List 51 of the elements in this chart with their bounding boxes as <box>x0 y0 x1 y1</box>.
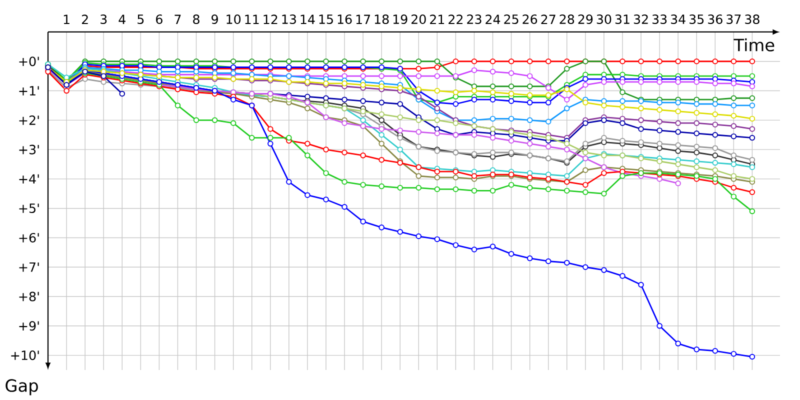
x-tick-label: 8 <box>193 14 200 24</box>
y-tick-label: +1' <box>19 86 39 96</box>
x-tick-label: 27 <box>541 14 556 24</box>
y-tick-label: +2' <box>19 115 39 125</box>
x-tick-label: 36 <box>708 14 722 24</box>
x-tick-label: 12 <box>264 14 278 24</box>
x-tick-label: 14 <box>300 14 315 24</box>
y-tick-label: +0' <box>19 56 39 66</box>
y-tick-label: +8' <box>19 292 39 302</box>
x-tick-label: 13 <box>282 14 296 24</box>
x-tick-label: 32 <box>634 14 648 24</box>
x-tick-label: 28 <box>560 14 574 24</box>
y-tick-label: +3' <box>19 144 39 154</box>
x-tick-label: 29 <box>578 14 593 24</box>
y-tick-label: +4' <box>19 174 39 184</box>
x-tick-label: 37 <box>726 14 741 24</box>
x-tick-label: 1 <box>64 14 70 24</box>
x-tick-label: 16 <box>338 14 352 24</box>
x-tick-label: 4 <box>118 14 126 24</box>
x-tick-label: 38 <box>745 14 760 24</box>
x-tick-label: 20 <box>412 14 426 24</box>
x-tick-label: 26 <box>522 14 538 24</box>
x-tick-label: 19 <box>393 14 408 24</box>
y-tick-label: +5' <box>19 204 39 214</box>
x-tick-label: 30 <box>596 14 612 24</box>
x-tick-label: 18 <box>374 14 389 24</box>
y-tick-label: +6' <box>19 232 39 243</box>
x-tick-label: 34 <box>671 14 686 24</box>
x-tick-label: 10 <box>226 14 241 24</box>
x-tick-label: 2 <box>82 14 88 24</box>
x-tick-label: 5 <box>138 14 144 24</box>
x-tick-label: 25 <box>504 14 518 24</box>
x-tick-label: 9 <box>212 14 218 24</box>
x-tick-label: 33 <box>652 14 667 24</box>
x-axis-title: Time <box>734 38 774 52</box>
x-tick-label: 3 <box>100 14 107 24</box>
x-tick-label: 22 <box>448 14 462 24</box>
x-tick-label: 35 <box>690 14 704 24</box>
x-tick-label: 11 <box>245 14 259 24</box>
x-tick-label: 6 <box>156 14 162 24</box>
y-tick-label: +10' <box>11 350 39 360</box>
x-tick-label: 15 <box>319 14 333 24</box>
x-tick-label: 23 <box>467 14 482 24</box>
y-tick-label: +9' <box>19 321 39 331</box>
x-tick-label: 21 <box>430 14 444 24</box>
x-tick-label: 24 <box>486 14 500 24</box>
x-tick-label: 17 <box>356 14 370 24</box>
x-tick-label: 7 <box>174 14 181 24</box>
x-tick-label: 31 <box>615 14 630 24</box>
y-axis-title: Gap <box>6 379 38 396</box>
y-tick-label: +7' <box>19 262 39 272</box>
